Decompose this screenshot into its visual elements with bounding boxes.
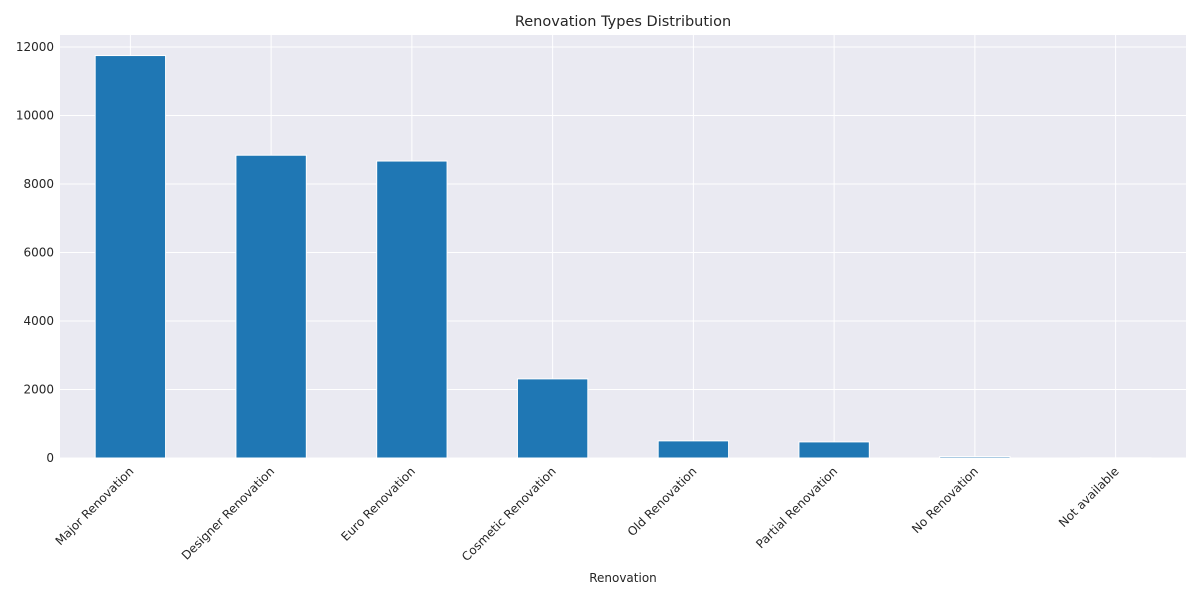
x-tick-label: No Renovation <box>909 464 981 536</box>
x-axis-label: Renovation <box>589 571 657 585</box>
x-tick-label: Old Renovation <box>625 464 700 539</box>
y-tick-label: 4000 <box>23 314 54 328</box>
bar <box>516 378 589 459</box>
x-tick-label: Cosmetic Renovation <box>459 464 559 564</box>
chart-title: Renovation Types Distribution <box>515 14 731 30</box>
x-tick-label: Major Renovation <box>53 464 137 548</box>
bar <box>94 55 167 459</box>
y-tick-label: 0 <box>46 451 54 465</box>
plot-background <box>60 35 1186 458</box>
x-tick-label: Not available <box>1056 464 1122 530</box>
y-tick-label: 12000 <box>16 40 54 54</box>
bar <box>798 441 870 459</box>
y-tick-label: 8000 <box>23 177 54 191</box>
y-axis-ticks: 0 2000 4000 6000 8000 10000 12000 <box>16 40 54 465</box>
bar <box>939 456 1011 459</box>
bar <box>235 154 307 459</box>
x-axis-ticks: Major Renovation Designer Renovation Euro … <box>53 464 1122 564</box>
x-tick-label: Euro Renovation <box>338 464 418 544</box>
bars <box>94 55 1152 459</box>
x-tick-label: Partial Renovation <box>753 464 840 551</box>
x-tick-label: Designer Renovation <box>179 464 277 562</box>
y-tick-label: 6000 <box>23 245 54 259</box>
y-tick-label: 10000 <box>16 108 54 122</box>
bar <box>1079 457 1152 459</box>
y-tick-label: 2000 <box>23 382 54 396</box>
bar <box>657 440 730 459</box>
bar <box>376 160 448 459</box>
